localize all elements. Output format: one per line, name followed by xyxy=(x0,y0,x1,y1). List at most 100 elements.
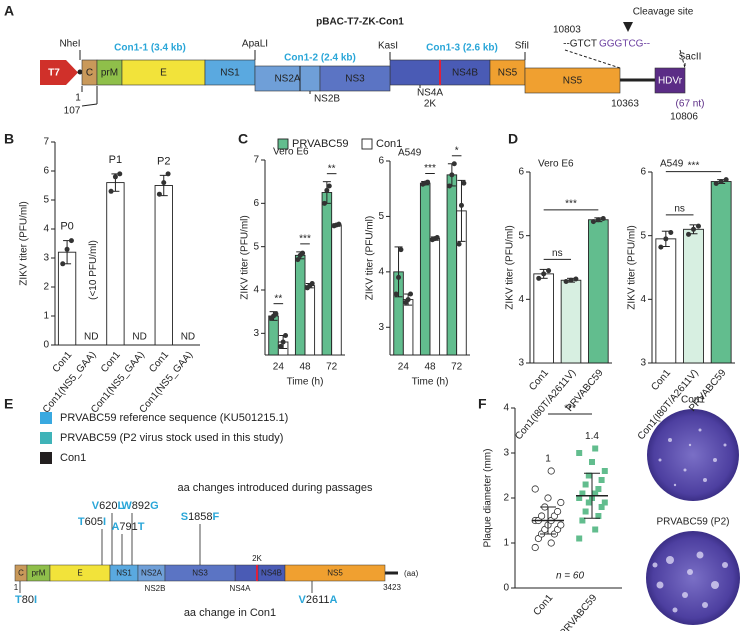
chart-title: A549 xyxy=(660,159,684,170)
image-label: Con1 xyxy=(681,395,705,406)
mutation-from: S xyxy=(181,511,188,523)
site-label: NheI xyxy=(59,39,80,50)
segment-label: NS4B xyxy=(452,68,478,79)
bar xyxy=(154,185,173,346)
data-point xyxy=(280,339,286,345)
data-point xyxy=(405,297,411,303)
y-tick-label: 4 xyxy=(253,285,259,296)
mutation-to: I xyxy=(34,594,37,606)
data-point xyxy=(536,275,542,281)
sequence: GGGTCG-- xyxy=(599,39,650,50)
x-tick-label: Con1 xyxy=(649,367,673,393)
chart-title: Vero E6 xyxy=(273,147,309,158)
data-point xyxy=(658,244,664,250)
y-tick-label: 1 xyxy=(503,538,509,549)
mutation: W892G xyxy=(121,500,158,512)
x-tick-label: 24 xyxy=(398,362,410,373)
segment-label: NS5 xyxy=(563,76,583,87)
segment xyxy=(204,59,256,86)
segment xyxy=(439,59,491,86)
bar xyxy=(268,315,279,356)
data-point xyxy=(309,281,315,286)
data-point xyxy=(718,179,724,185)
segment-label: NS2A xyxy=(274,74,300,85)
bar xyxy=(402,299,414,356)
data-point xyxy=(547,539,555,547)
bar xyxy=(683,228,704,364)
segment-label: NS5 xyxy=(327,569,343,578)
x-tick-label: 72 xyxy=(451,362,463,373)
data-point xyxy=(546,268,552,274)
below-label: NS2B xyxy=(145,584,166,593)
data-point xyxy=(553,507,562,516)
data-point xyxy=(295,257,301,263)
promoter-label: T7 xyxy=(48,68,60,79)
y-tick-label: 4 xyxy=(503,403,509,414)
bar xyxy=(588,219,609,364)
zoom-line xyxy=(564,49,621,69)
data-point xyxy=(449,172,455,178)
y-tick-label: 0 xyxy=(503,583,509,594)
mutation: V2611A xyxy=(299,594,338,606)
bar xyxy=(57,251,77,346)
x-tick-label: Con1 xyxy=(532,592,556,618)
data-point xyxy=(601,468,608,474)
legend-label: Con1 xyxy=(376,138,402,150)
fold-label: 1 xyxy=(545,454,551,465)
y-tick-label: 3 xyxy=(503,448,509,459)
data-point xyxy=(434,234,440,240)
position: 10806 xyxy=(670,112,698,123)
panel-label: D xyxy=(508,131,518,147)
sig-label: * xyxy=(455,145,459,156)
mutation-from: A xyxy=(111,521,119,533)
bar xyxy=(429,238,441,356)
mutation-pos: 605 xyxy=(85,516,103,528)
x-tick-label: 48 xyxy=(424,362,436,373)
data-point xyxy=(321,200,327,206)
data-point xyxy=(598,477,605,483)
legend-label: PRVABC59 (P2 virus stock used in this st… xyxy=(60,432,283,444)
end-label: (aa) xyxy=(404,569,419,578)
site-label: ApaLI xyxy=(242,39,268,50)
y-axis-label: ZIKV titer (PFU/ml) xyxy=(240,215,251,299)
bar xyxy=(533,273,554,364)
data-point xyxy=(595,513,602,519)
data-point xyxy=(585,499,592,506)
bar xyxy=(419,182,431,356)
data-point xyxy=(576,450,583,456)
panel-label: C xyxy=(238,131,248,147)
data-point xyxy=(336,221,342,227)
y-tick-label: 1 xyxy=(43,311,49,322)
site-label: SacII xyxy=(679,52,702,63)
y-axis-label: ZIKV titer (PFU/ml) xyxy=(365,216,376,300)
legend-label: Con1 xyxy=(60,452,86,464)
y-tick-label: 2 xyxy=(43,282,49,293)
cleavage-label: Cleavage site xyxy=(633,7,694,18)
bar xyxy=(106,182,125,346)
sig-label: *** xyxy=(688,160,700,171)
mutation-from: T xyxy=(15,594,22,606)
data-point xyxy=(563,279,569,285)
data-point xyxy=(544,494,552,502)
x-axis-label: Time (h) xyxy=(412,377,449,388)
data-point xyxy=(117,171,123,177)
sig-label: *** xyxy=(299,234,311,245)
x-axis-label: Time (h) xyxy=(287,377,324,388)
data-point xyxy=(326,183,332,189)
below-label: NS4A xyxy=(417,88,443,99)
segment-label: NS1 xyxy=(220,68,240,79)
bar xyxy=(446,174,458,356)
x-tick-label: Con1 xyxy=(527,367,551,393)
mutation-pos: 2611 xyxy=(306,594,330,606)
position: 10803 xyxy=(553,25,581,36)
panel-label: E xyxy=(4,396,13,412)
data-point xyxy=(576,495,583,501)
annotation: P2 xyxy=(157,155,170,167)
cleavage-arrow xyxy=(623,22,633,32)
annotation: P0 xyxy=(60,221,73,233)
bar xyxy=(321,192,333,356)
x-tick-label: 48 xyxy=(299,362,311,373)
y-axis-label: ZIKV titer (PFU/ml) xyxy=(505,225,516,309)
hdvr-length: (67 nt) xyxy=(676,99,705,110)
y-axis-label: ZIKV titer (PFU/ml) xyxy=(627,225,638,309)
